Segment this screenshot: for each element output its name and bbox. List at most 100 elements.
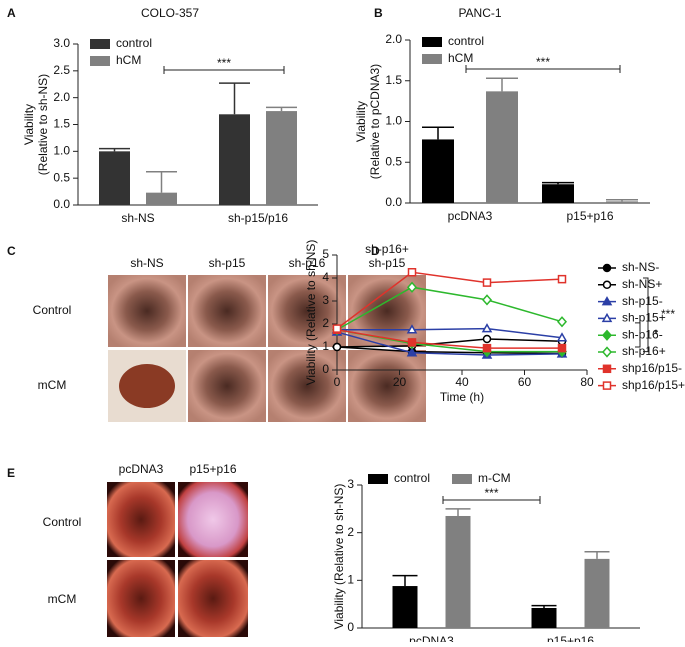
panel-letter: A <box>7 6 16 20</box>
marker <box>406 324 418 334</box>
y-tick-label: 5 <box>322 247 329 261</box>
marker <box>557 343 567 353</box>
y-tick-label: 0.5 <box>53 170 70 184</box>
annotation: *** <box>217 56 231 70</box>
error-bar <box>542 181 574 185</box>
micrograph <box>108 275 186 347</box>
y-tick-label: 4 <box>322 270 329 284</box>
legend-label: shp16/p15- <box>622 361 682 375</box>
bar <box>606 201 638 203</box>
marker <box>481 294 493 306</box>
y-tick-label: 1.0 <box>385 114 402 128</box>
micrograph-spot <box>119 364 175 408</box>
y-tick-label: 0 <box>347 620 354 634</box>
significance-bracket <box>643 277 649 353</box>
error-bar <box>606 198 638 202</box>
marker <box>481 323 493 333</box>
significance-bracket <box>465 65 621 73</box>
micrograph <box>178 560 248 637</box>
legend-marker <box>602 280 612 290</box>
x-tick-label: sh-NS <box>121 211 154 225</box>
error-bar <box>445 508 471 516</box>
marker <box>332 342 342 352</box>
column-label: sh-p16 <box>289 256 326 270</box>
bar <box>584 558 610 628</box>
x-axis-label: Time (h) <box>440 390 484 404</box>
y-tick-label: 0.5 <box>385 154 402 168</box>
column-label: sh-p16+ <box>365 242 409 256</box>
legend-marker <box>602 381 612 390</box>
series-line <box>336 331 563 356</box>
significance-bracket <box>635 322 641 348</box>
marker <box>557 274 567 284</box>
legend-marker <box>601 329 613 341</box>
y-tick-label: 0 <box>322 362 329 376</box>
annotation: *** <box>536 55 550 69</box>
panel-letter: D <box>371 244 380 258</box>
y-axis-label: Viability <box>22 104 36 145</box>
y-tick-label: 2 <box>322 316 329 330</box>
error-bar <box>486 77 518 92</box>
legend-label: hCM <box>448 51 473 65</box>
micrograph <box>178 482 248 557</box>
column-label: pcDNA3 <box>119 462 164 476</box>
x-tick-label: pcDNA3 <box>448 209 493 223</box>
legend-swatch <box>422 54 442 64</box>
error-bar <box>422 126 454 140</box>
micrograph <box>348 350 426 422</box>
chart-title: COLO-357 <box>141 6 199 20</box>
x-tick-label: p15+p16 <box>547 634 594 642</box>
legend-label: sh-NS+ <box>622 277 662 291</box>
error-bar <box>99 147 130 152</box>
legend-label: m-CM <box>478 471 511 485</box>
legend-swatch <box>90 39 110 49</box>
legend-label: sh-p15+ <box>622 311 666 325</box>
marker <box>407 338 417 347</box>
legend-swatch <box>452 474 472 484</box>
y-tick-label: 1.5 <box>53 117 70 131</box>
legend-swatch <box>422 37 442 47</box>
annotation: *** <box>661 307 675 321</box>
panel-letter: B <box>374 6 383 20</box>
y-tick-label: 3.0 <box>53 36 70 50</box>
y-tick-label: 2.5 <box>53 63 70 77</box>
y-tick-label: 2.0 <box>53 90 70 104</box>
panel-letter: C <box>7 244 16 258</box>
micrograph <box>107 560 175 637</box>
column-label: p15+p16 <box>189 462 236 476</box>
error-bar <box>392 574 418 587</box>
row-label: Control <box>33 303 72 317</box>
x-tick-label: 80 <box>580 375 594 389</box>
series-line <box>336 338 563 348</box>
x-tick-label: sh-p15/p16 <box>228 211 288 225</box>
bar <box>542 184 574 203</box>
y-tick-label: 1.5 <box>385 73 402 87</box>
x-tick-label: pcDNA3 <box>409 634 454 642</box>
legend-marker <box>602 263 612 273</box>
bar <box>219 114 250 205</box>
bar <box>146 192 177 205</box>
annotation: *** <box>484 486 498 500</box>
series-line <box>337 327 563 339</box>
micrograph <box>188 275 266 347</box>
marker <box>407 268 417 277</box>
y-tick-label: 1.0 <box>53 144 70 158</box>
y-axis-label: (Relative to pCDNA3) <box>368 64 382 179</box>
panel-letter: E <box>7 466 15 480</box>
legend-label: sh-NS- <box>622 260 659 274</box>
x-tick-label: p15+p16 <box>566 209 613 223</box>
legend-label: sh-p15- <box>622 294 663 308</box>
y-tick-label: 3 <box>322 293 329 307</box>
row-label: mCM <box>48 592 77 606</box>
bar <box>445 515 471 628</box>
y-tick-label: 3 <box>347 477 354 491</box>
y-tick-label: 2 <box>347 525 354 539</box>
legend-label: hCM <box>116 53 141 67</box>
bar <box>486 91 518 203</box>
error-bar <box>584 550 610 559</box>
marker <box>556 332 568 342</box>
marker <box>556 316 568 328</box>
y-tick-label: 2.0 <box>385 32 402 46</box>
x-tick-label: 60 <box>518 375 532 389</box>
